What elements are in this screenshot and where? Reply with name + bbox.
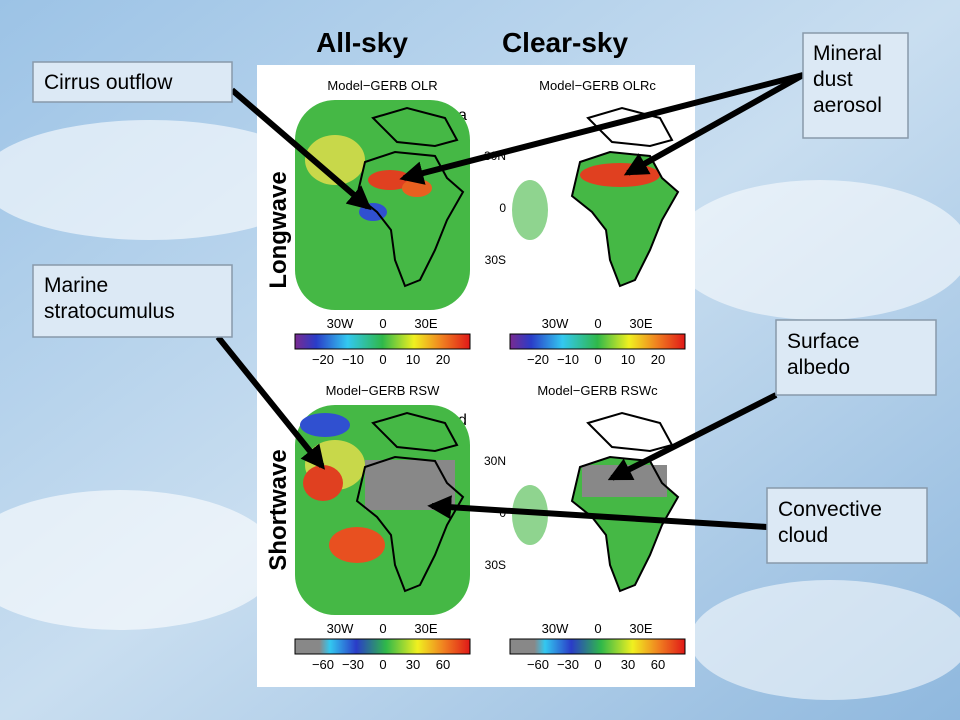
map-blob	[305, 135, 365, 185]
lon-label: 30E	[414, 316, 437, 331]
colorbar	[509, 333, 686, 350]
arrow	[607, 392, 778, 481]
coastline	[371, 106, 459, 148]
map-blob	[365, 460, 455, 510]
map-blob	[300, 413, 350, 437]
callout-box	[32, 61, 233, 103]
row-label: Shortwave	[265, 449, 292, 570]
colorbar-label: 10	[406, 352, 420, 367]
colorbar-label: 20	[651, 352, 665, 367]
header: Clear-sky	[502, 27, 629, 58]
lat-label: 30N	[484, 454, 506, 468]
lon-label: 0	[379, 621, 386, 636]
panel-letter: a	[458, 107, 467, 124]
lon-label: 30E	[629, 621, 652, 636]
colorbar	[294, 638, 471, 655]
lat-label: 30S	[485, 253, 506, 267]
panel-title: Model−GERB OLRc	[539, 78, 656, 93]
cloud	[690, 580, 960, 700]
map-blob	[572, 152, 678, 286]
colorbar-label: −30	[557, 657, 579, 672]
colorbar-label: −20	[312, 352, 334, 367]
callout-text: Marine stratocumulus	[44, 274, 175, 323]
lat-label: 0	[499, 201, 506, 215]
arrow	[427, 495, 768, 530]
cloud	[670, 180, 960, 320]
lon-label: 0	[594, 316, 601, 331]
map-blob	[580, 163, 660, 187]
panel-title: Model−GERB RSWc	[537, 383, 658, 398]
cloud	[0, 120, 320, 240]
lon-label: 30W	[542, 316, 569, 331]
row-label: Longwave	[265, 171, 292, 288]
colorbar	[294, 333, 471, 350]
map-field	[295, 100, 470, 310]
colorbar-label: −60	[527, 657, 549, 672]
cloud	[0, 490, 280, 630]
colorbar-label: 0	[594, 657, 601, 672]
coastline	[371, 411, 459, 453]
arrow	[230, 87, 372, 211]
panel-letter: d	[458, 412, 467, 429]
maps: Model−GERB OLR a 30W 0 30E −20 −10 0 10 20 Model−G…	[294, 78, 686, 672]
lon-label: 30W	[327, 316, 354, 331]
arrow	[399, 72, 804, 185]
arrow	[215, 335, 326, 470]
map	[295, 405, 470, 615]
colorbar-label: 60	[651, 657, 665, 672]
colorbar-label: 30	[621, 657, 635, 672]
panel-title: Model−GERB RSW	[326, 383, 441, 398]
colorbar-label: −10	[342, 352, 364, 367]
colorbar	[509, 638, 686, 655]
lon-label: 30W	[327, 621, 354, 636]
map-blob	[512, 180, 548, 240]
map	[295, 100, 470, 310]
panel-title: Model−GERB OLR	[327, 78, 437, 93]
arrows	[215, 72, 805, 530]
colorbar-label: 0	[594, 352, 601, 367]
coastline	[355, 455, 465, 593]
map-blob	[303, 465, 343, 501]
colorbar-label: −20	[527, 352, 549, 367]
colorbar-label: −60	[312, 657, 334, 672]
coastline	[355, 150, 465, 288]
colorbar-label: −10	[557, 352, 579, 367]
callout-text: Convective cloud	[778, 498, 882, 547]
header: All-sky	[316, 27, 408, 58]
map-blob	[402, 179, 432, 197]
callout-box	[766, 487, 928, 564]
callout-text: Surface albedo	[787, 330, 859, 379]
map-blob	[329, 527, 385, 563]
lon-label: 30E	[629, 316, 652, 331]
coastline	[570, 455, 680, 593]
colorbar-label: 30	[406, 657, 420, 672]
callout-box	[775, 319, 937, 396]
lon-label: 0	[379, 316, 386, 331]
lon-label: 0	[594, 621, 601, 636]
callout-text: Mineral dust aerosol	[813, 42, 882, 117]
callout-box	[32, 264, 233, 338]
colorbar-label: 60	[436, 657, 450, 672]
map	[510, 100, 685, 310]
arrow	[623, 72, 805, 176]
colorbar-label: 0	[379, 657, 386, 672]
callout-text: Cirrus outflow	[44, 71, 173, 94]
coastline	[586, 106, 674, 148]
colorbar-label: 0	[379, 352, 386, 367]
lon-label: 30W	[542, 621, 569, 636]
lon-label: 30E	[414, 621, 437, 636]
colorbar-label: −30	[342, 657, 364, 672]
colorbar-label: 20	[436, 352, 450, 367]
lat-label: 30S	[485, 558, 506, 572]
callout-box	[802, 32, 909, 139]
colorbar-label: 10	[621, 352, 635, 367]
